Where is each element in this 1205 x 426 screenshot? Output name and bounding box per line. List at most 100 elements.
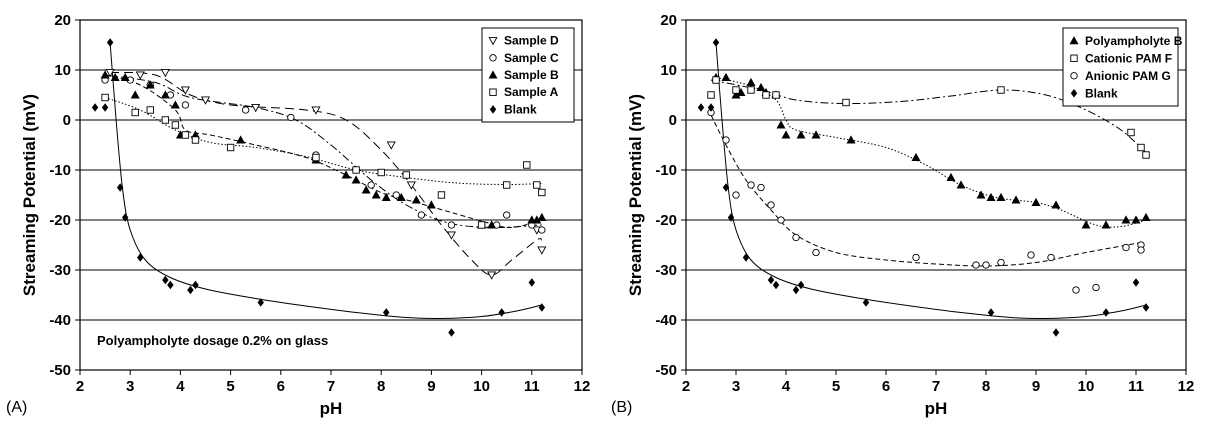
- data-point: [722, 183, 730, 192]
- x-tick-label: 7: [327, 378, 335, 395]
- data-point: [767, 201, 775, 209]
- series-curve: [715, 42, 1147, 320]
- data-point: [382, 308, 390, 317]
- data-point: [167, 280, 174, 290]
- x-tick-label: 4: [782, 378, 791, 395]
- legend-marker: [489, 54, 497, 62]
- data-point: [846, 135, 856, 144]
- data-point: [996, 192, 1006, 201]
- data-point: [116, 183, 124, 192]
- data-point: [722, 136, 730, 144]
- data-point: [135, 71, 145, 80]
- data-point: [145, 80, 155, 89]
- annotation: Polyampholyte dosage 0.2% on glass: [97, 333, 328, 348]
- data-point: [842, 98, 850, 107]
- data-point: [732, 86, 740, 94]
- data-point: [161, 116, 170, 124]
- data-point: [503, 211, 511, 219]
- x-tick-label: 2: [76, 378, 84, 395]
- data-point: [162, 275, 169, 285]
- legend-entry: Sample A: [504, 85, 559, 99]
- data-point: [361, 185, 371, 194]
- data-point: [312, 153, 320, 162]
- legend-entry: Sample C: [504, 51, 559, 65]
- data-point: [792, 233, 800, 242]
- legend-box: [1062, 27, 1179, 107]
- data-point: [236, 135, 246, 144]
- y-tick-label: 10: [54, 62, 71, 79]
- x-tick-label: 7: [932, 378, 940, 395]
- data-point: [1137, 246, 1145, 254]
- data-point: [797, 280, 805, 290]
- legend-marker: [1070, 72, 1078, 80]
- data-point: [1027, 251, 1035, 259]
- data-point: [487, 271, 497, 280]
- legend-entry: Sample B: [504, 68, 559, 82]
- x-tick-label: 4: [176, 378, 185, 395]
- data-point: [772, 91, 780, 99]
- data-point: [1101, 220, 1111, 229]
- data-point: [100, 70, 110, 79]
- data-point: [697, 103, 705, 112]
- data-point: [226, 143, 235, 152]
- panel-label: (A): [6, 399, 27, 416]
- data-point: [533, 181, 541, 189]
- series-curve: [104, 97, 542, 186]
- data-point: [1142, 151, 1150, 159]
- legend-marker: [1070, 88, 1078, 98]
- data-point: [417, 211, 426, 219]
- y-tick-label: 20: [54, 12, 71, 29]
- data-point: [757, 183, 765, 192]
- data-point: [747, 181, 755, 189]
- data-point: [386, 141, 396, 150]
- data-point: [110, 72, 120, 81]
- y-tick-label: -50: [655, 362, 677, 379]
- data-point: [812, 248, 820, 257]
- y-axis-label: Streaming Potential (mV): [626, 94, 645, 296]
- series-curve: [105, 74, 542, 229]
- legend-entry: Blank: [504, 102, 537, 116]
- data-point: [538, 188, 546, 197]
- y-tick-label: -40: [655, 312, 677, 329]
- data-point: [727, 213, 735, 222]
- x-tick-label: 3: [732, 378, 740, 395]
- data-point: [1081, 220, 1091, 229]
- data-point: [538, 303, 546, 312]
- legend-marker: [1070, 54, 1078, 62]
- series-curve: [109, 42, 542, 320]
- x-tick-label: 9: [1032, 378, 1040, 395]
- x-tick-label: 6: [882, 378, 890, 395]
- data-point: [946, 172, 956, 181]
- data-point: [392, 191, 400, 199]
- y-tick-label: 20: [660, 12, 677, 29]
- y-tick-label: 0: [63, 112, 71, 129]
- data-point: [1131, 215, 1141, 224]
- series-curve: [710, 114, 1142, 267]
- data-point: [777, 216, 785, 224]
- data-point: [762, 91, 770, 99]
- data-point: [712, 76, 720, 84]
- data-point: [377, 168, 385, 177]
- data-point: [742, 253, 750, 262]
- data-point: [411, 195, 421, 204]
- data-point: [982, 261, 990, 269]
- x-tick-label: 8: [982, 378, 990, 395]
- data-point: [538, 226, 546, 234]
- data-point: [311, 106, 321, 115]
- y-tick-label: -20: [49, 212, 71, 229]
- data-point: [101, 93, 109, 102]
- data-point: [170, 100, 180, 109]
- data-point: [987, 308, 995, 317]
- data-point: [721, 72, 731, 81]
- data-point: [707, 91, 715, 99]
- legend-entry: Sample D: [504, 34, 559, 48]
- data-point: [406, 181, 416, 190]
- data-point: [367, 181, 375, 189]
- data-point: [1102, 308, 1110, 317]
- data-point: [351, 175, 361, 184]
- data-point: [796, 130, 806, 139]
- data-point: [396, 192, 406, 201]
- legend: Polyampholyte B Cationic PAM F Anionic PAM…: [1062, 27, 1183, 107]
- data-point: [1122, 243, 1130, 252]
